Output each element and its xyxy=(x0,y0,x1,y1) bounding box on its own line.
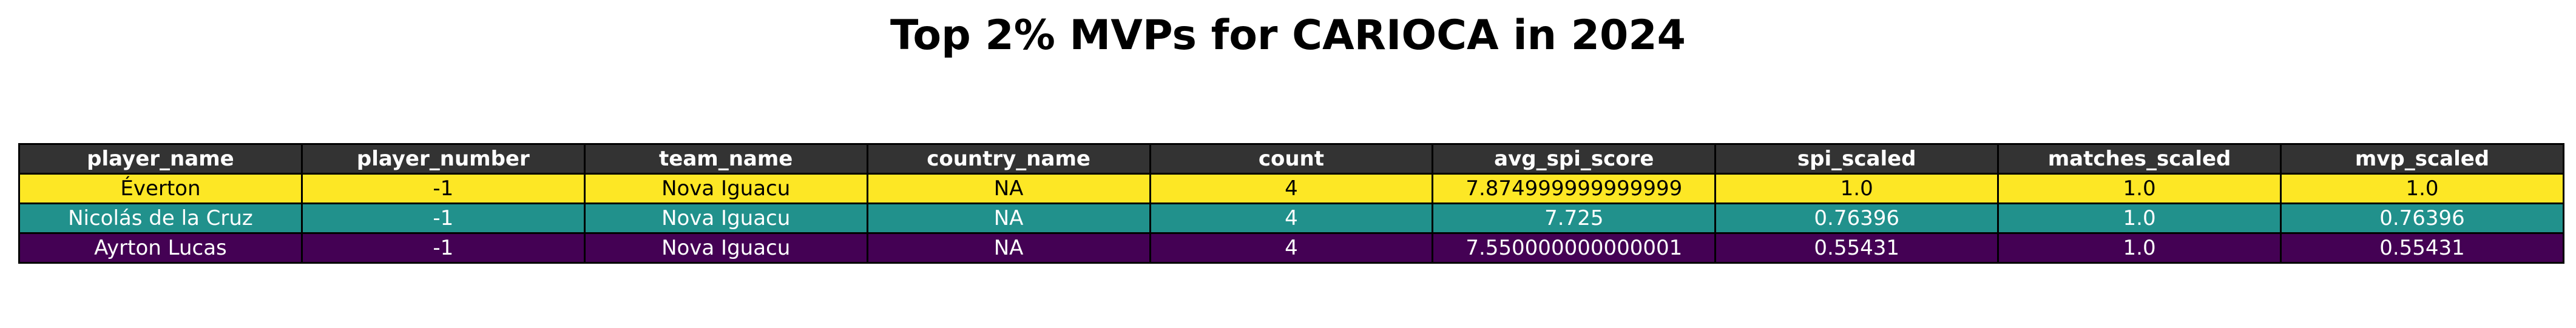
cell-matches-scaled: 1.0 xyxy=(1997,173,2282,204)
cell-player-name: Éverton xyxy=(18,173,303,204)
header-row: player_name player_number team_name country… xyxy=(18,143,2564,175)
cell-avg-spi-score: 7.725 xyxy=(1432,202,1717,234)
cell-count: 4 xyxy=(1149,202,1434,234)
column-header-team-name: team_name xyxy=(583,143,868,175)
column-header-avg-spi-score: avg_spi_score xyxy=(1432,143,1717,175)
column-header-spi-scaled: spi_scaled xyxy=(1714,143,2000,175)
cell-player-number: -1 xyxy=(300,202,586,234)
cell-country-name: NA xyxy=(866,232,1151,264)
cell-matches-scaled: 1.0 xyxy=(1997,202,2282,234)
cell-mvp-scaled: 1.0 xyxy=(2280,173,2564,204)
column-header-player-number: player_number xyxy=(300,143,586,175)
cell-team-name: Nova Iguacu xyxy=(583,232,868,264)
column-header-player-name: player_name xyxy=(18,143,303,175)
table-header: player_name player_number team_name country… xyxy=(18,143,2564,175)
chart-title: Top 2% MVPs for CARIOCA in 2024 xyxy=(890,12,1686,59)
column-header-matches-scaled: matches_scaled xyxy=(1997,143,2282,175)
table-body: Éverton -1 Nova Iguacu NA 4 7.874999999999999… xyxy=(18,173,2564,264)
cell-player-name: Nicolás de la Cruz xyxy=(18,202,303,234)
cell-count: 4 xyxy=(1149,173,1434,204)
cell-matches-scaled: 1.0 xyxy=(1997,232,2282,264)
table-row: Éverton -1 Nova Iguacu NA 4 7.874999999999999… xyxy=(18,173,2564,204)
table-row: Nicolás de la Cruz -1 Nova Iguacu NA 4 7.725 0… xyxy=(18,202,2564,234)
cell-team-name: Nova Iguacu xyxy=(583,173,868,204)
cell-spi-scaled: 1.0 xyxy=(1714,173,2000,204)
cell-count: 4 xyxy=(1149,232,1434,264)
cell-spi-scaled: 0.55431 xyxy=(1714,232,2000,264)
cell-mvp-scaled: 0.76396 xyxy=(2280,202,2564,234)
cell-spi-scaled: 0.76396 xyxy=(1714,202,2000,234)
mvp-table-container: player_name player_number team_name country… xyxy=(18,143,2564,264)
table-row: Ayrton Lucas -1 Nova Iguacu NA 4 7.5500000000… xyxy=(18,232,2564,264)
cell-player-name: Ayrton Lucas xyxy=(18,232,303,264)
cell-mvp-scaled: 0.55431 xyxy=(2280,232,2564,264)
column-header-mvp-scaled: mvp_scaled xyxy=(2280,143,2564,175)
mvp-table: player_name player_number team_name country… xyxy=(18,143,2564,264)
column-header-country-name: country_name xyxy=(866,143,1151,175)
cell-country-name: NA xyxy=(866,173,1151,204)
cell-player-number: -1 xyxy=(300,232,586,264)
cell-country-name: NA xyxy=(866,202,1151,234)
cell-avg-spi-score: 7.874999999999999 xyxy=(1432,173,1717,204)
cell-team-name: Nova Iguacu xyxy=(583,202,868,234)
cell-avg-spi-score: 7.550000000000001 xyxy=(1432,232,1717,264)
cell-player-number: -1 xyxy=(300,173,586,204)
column-header-count: count xyxy=(1149,143,1434,175)
